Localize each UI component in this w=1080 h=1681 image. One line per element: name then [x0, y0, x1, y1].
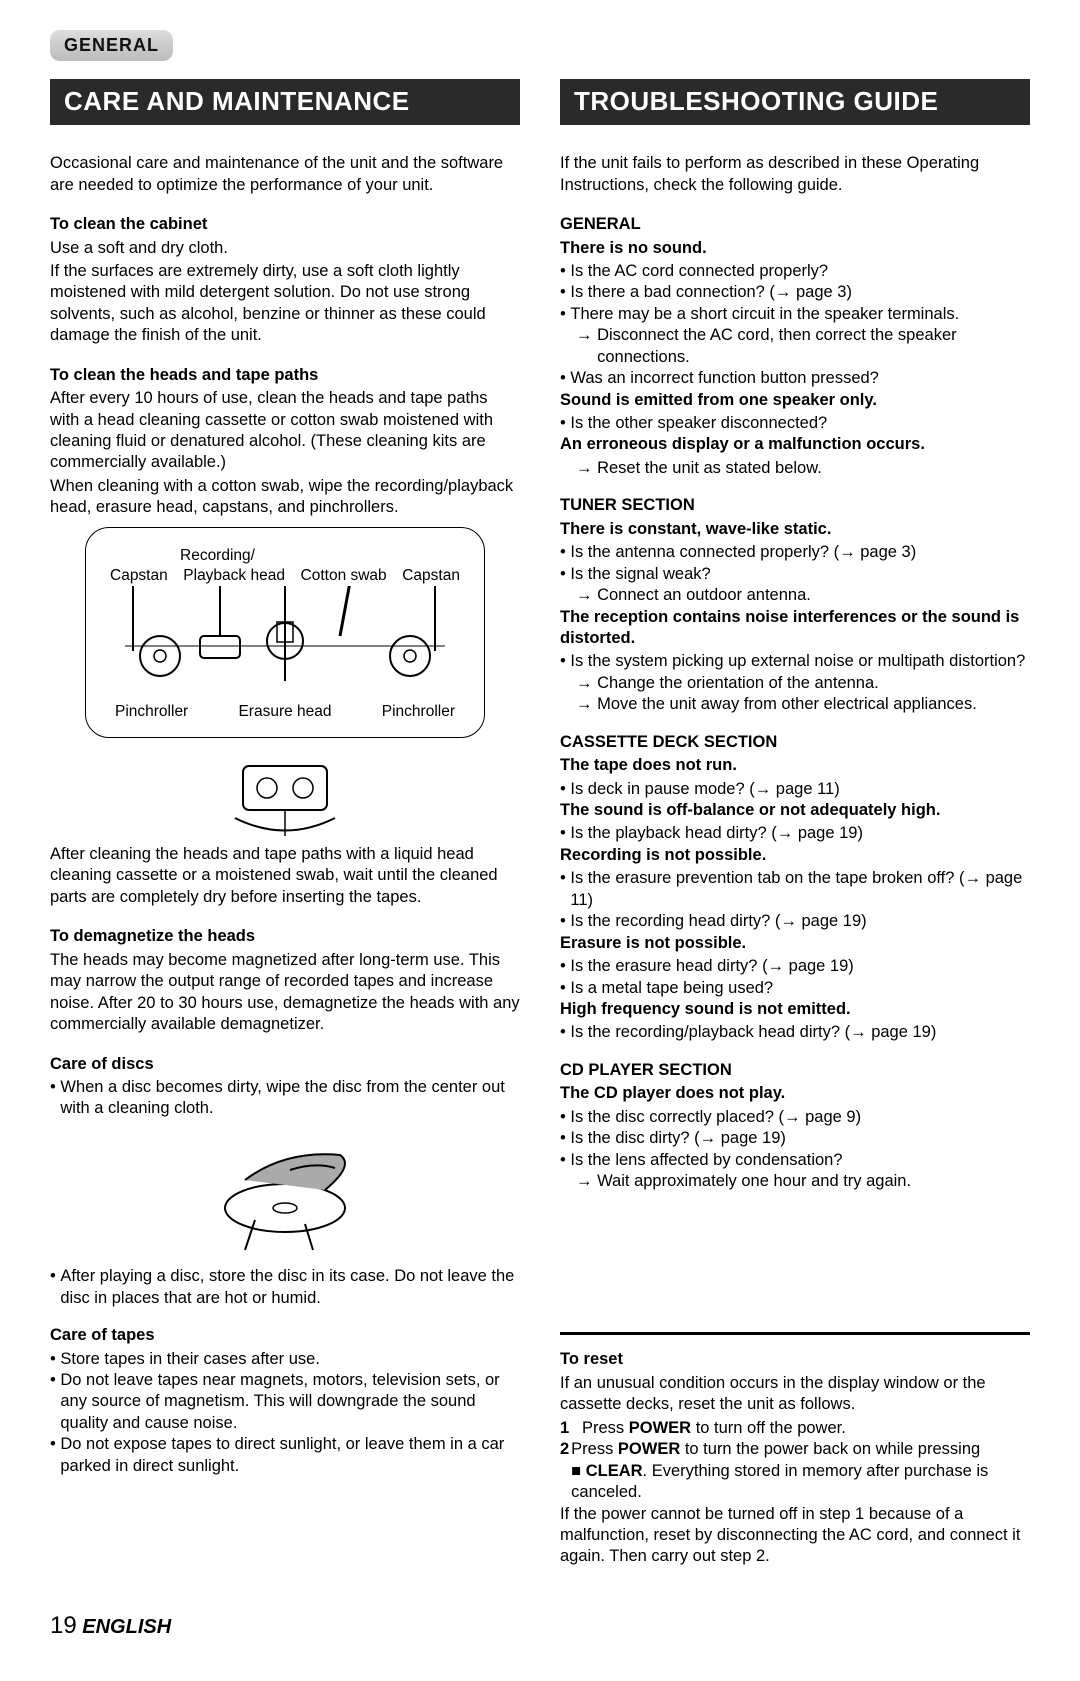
list-item: Is the AC cord connected properly? [560, 261, 1030, 282]
tape-head-diagram: Recording/ Capstan Playback head Cotton … [85, 527, 485, 738]
list-item: Is the recording head dirty? (→ page 19) [560, 911, 1030, 932]
symptom-heading: The CD player does not play. [560, 1083, 1030, 1104]
diagram-label: Recording/ [110, 546, 460, 566]
list-item: Is the disc correctly placed? (→ page 9) [560, 1107, 1030, 1128]
list-item: Is the recording/playback head dirty? (→… [560, 1022, 1030, 1043]
remedy-item: Connect an outdoor antenna. [560, 585, 1030, 606]
remedy-item: Wait approximately one hour and try agai… [560, 1171, 1030, 1192]
general-badge: GENERAL [50, 30, 173, 61]
diagram-label: Capstan [110, 566, 168, 586]
troubleshooting-header: TROUBLESHOOTING GUIDE [560, 79, 1030, 125]
body-text: If the surfaces are extremely dirty, use… [50, 261, 520, 347]
symptom-heading: There is no sound. [560, 238, 1030, 259]
separator [560, 1332, 1030, 1335]
two-column-layout: CARE AND MAINTENANCE Occasional care and… [50, 79, 1030, 1569]
symptom-heading: An erroneous display or a malfunction oc… [560, 434, 1030, 455]
symptom-heading: Erasure is not possible. [560, 933, 1030, 954]
diagram-label: Playback head [183, 566, 285, 586]
diagram-label: Capstan [402, 566, 460, 586]
disc-wipe-icon [185, 1120, 385, 1260]
reset-heading: To reset [560, 1349, 1030, 1370]
symptom-heading: The sound is off-balance or not adequate… [560, 800, 1030, 821]
diagram-label: Pinchroller [115, 702, 188, 722]
clean-cabinet-heading: To clean the cabinet [50, 214, 520, 235]
symptom-heading: The reception contains noise interferenc… [560, 607, 1030, 650]
cassette-icon [215, 748, 355, 838]
remedy-item: Reset the unit as stated below. [560, 458, 1030, 479]
general-section-heading: GENERAL [560, 214, 1030, 235]
list-item: Is the other speaker disconnected? [560, 413, 1030, 434]
diagram-label: Cotton swab [301, 566, 387, 586]
care-tapes-heading: Care of tapes [50, 1325, 520, 1346]
tuner-section-heading: TUNER SECTION [560, 495, 1030, 516]
body-text: If an unusual condition occurs in the di… [560, 1373, 1030, 1416]
body-text: When cleaning with a cotton swab, wipe t… [50, 476, 520, 519]
list-item: Store tapes in their cases after use. [50, 1349, 520, 1370]
care-maintenance-header: CARE AND MAINTENANCE [50, 79, 520, 125]
demagnetize-heading: To demagnetize the heads [50, 926, 520, 947]
clean-heads-heading: To clean the heads and tape paths [50, 365, 520, 386]
body-text: After every 10 hours of use, clean the h… [50, 388, 520, 474]
list-item: Is the signal weak? [560, 564, 1030, 585]
step-1: 1 Press POWER to turn off the power. [560, 1418, 1030, 1439]
list-item: Is the playback head dirty? (→ page 19) [560, 823, 1030, 844]
step-2: 2 Press POWER to turn the power back on … [560, 1439, 1030, 1503]
remedy-item: Move the unit away from other electrical… [560, 694, 1030, 715]
list-item: Do not expose tapes to direct sunlight, … [50, 1434, 520, 1477]
list-item: Is a metal tape being used? [560, 978, 1030, 999]
diagram-label: Pinchroller [382, 702, 455, 722]
care-discs-heading: Care of discs [50, 1054, 520, 1075]
language-label: ENGLISH [82, 1616, 171, 1638]
symptom-heading: High frequency sound is not emitted. [560, 999, 1030, 1020]
list-item: Is there a bad connection? (→ page 3) [560, 282, 1030, 303]
list-item: There may be a short circuit in the spea… [560, 304, 1030, 325]
list-item: Is the disc dirty? (→ page 19) [560, 1128, 1030, 1149]
list-item: After playing a disc, store the disc in … [50, 1266, 520, 1309]
intro-text: Occasional care and maintenance of the u… [50, 153, 520, 196]
list-item: Is the antenna connected properly? (→ pa… [560, 542, 1030, 563]
body-text: The heads may become magnetized after lo… [50, 950, 520, 1036]
symptom-heading: The tape does not run. [560, 755, 1030, 776]
list-item: Is the erasure head dirty? (→ page 19) [560, 956, 1030, 977]
list-item: Is deck in pause mode? (→ page 11) [560, 779, 1030, 800]
cd-section-heading: CD PLAYER SECTION [560, 1060, 1030, 1081]
remedy-item: Disconnect the AC cord, then correct the… [560, 325, 1030, 368]
list-item: When a disc becomes dirty, wipe the disc… [50, 1077, 520, 1120]
diagram-label: Erasure head [238, 702, 331, 722]
list-item: Is the lens affected by condensation? [560, 1150, 1030, 1171]
list-item: Was an incorrect function button pressed… [560, 368, 1030, 389]
symptom-heading: Sound is emitted from one speaker only. [560, 390, 1030, 411]
symptom-heading: Recording is not possible. [560, 845, 1030, 866]
right-column: TROUBLESHOOTING GUIDE If the unit fails … [560, 79, 1030, 1569]
list-item: Is the system picking up external noise … [560, 651, 1030, 672]
cassette-section-heading: CASSETTE DECK SECTION [560, 732, 1030, 753]
page-number: 19 [50, 1612, 77, 1639]
list-item: Is the erasure prevention tab on the tap… [560, 868, 1030, 911]
page-footer: 19 ENGLISH [50, 1610, 1030, 1641]
list-item: Do not leave tapes near magnets, motors,… [50, 1370, 520, 1434]
left-column: CARE AND MAINTENANCE Occasional care and… [50, 79, 520, 1569]
intro-text: If the unit fails to perform as describe… [560, 153, 1030, 196]
body-text: After cleaning the heads and tape paths … [50, 844, 520, 908]
tape-mechanism-icon [115, 586, 455, 696]
body-text: If the power cannot be turned off in ste… [560, 1504, 1030, 1568]
symptom-heading: There is constant, wave-like static. [560, 519, 1030, 540]
body-text: Use a soft and dry cloth. [50, 238, 520, 259]
remedy-item: Change the orientation of the antenna. [560, 673, 1030, 694]
